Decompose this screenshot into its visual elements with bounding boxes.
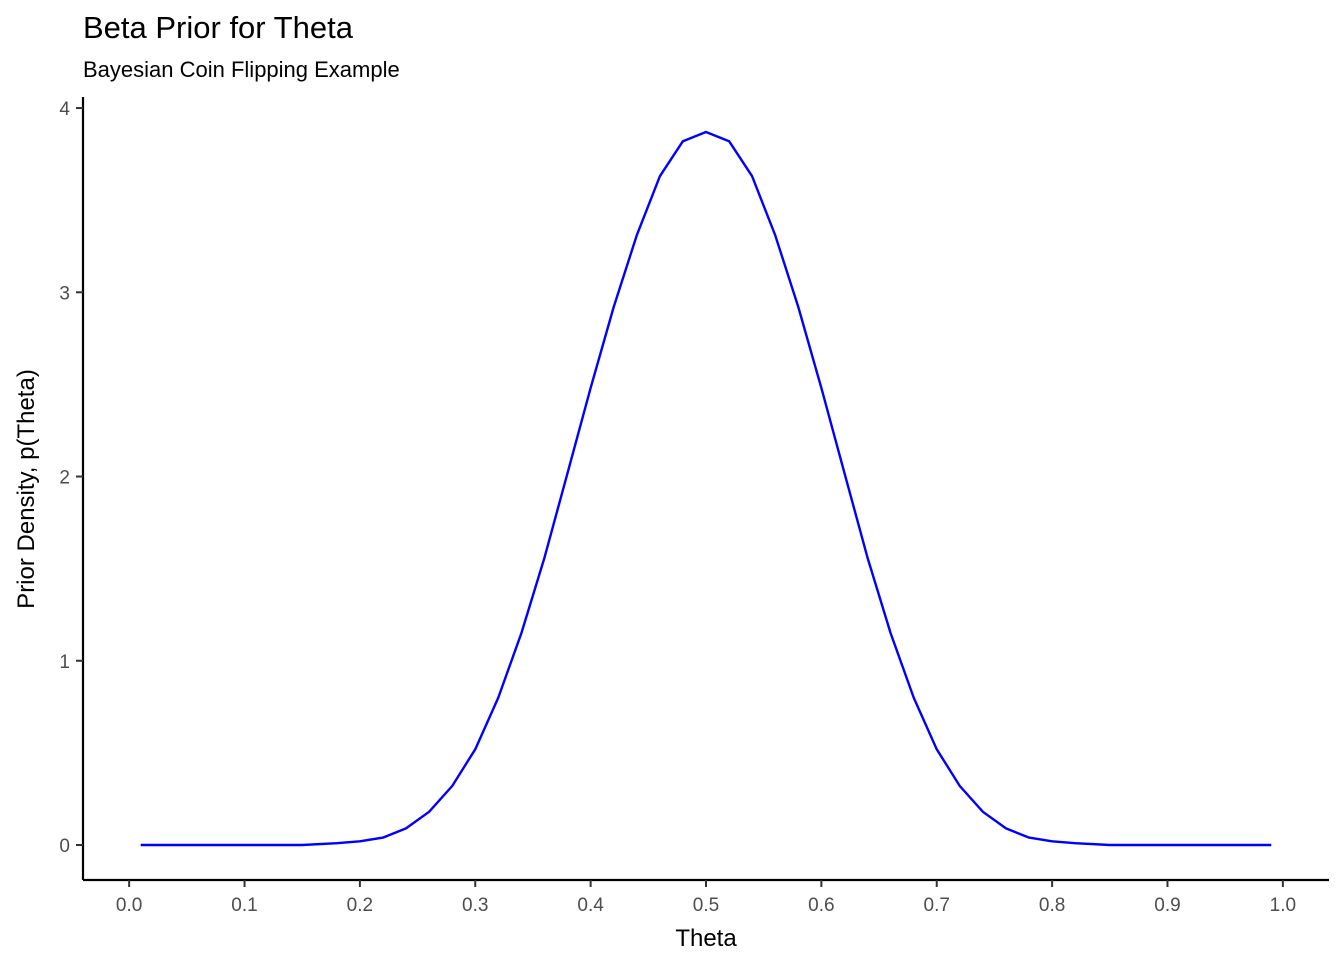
y-axis-ticks: 0 1 2 3 4: [59, 99, 83, 857]
y-tick-label: 1: [59, 652, 70, 673]
y-tick-label: 4: [59, 99, 70, 120]
x-tick-label: 0.9: [1154, 895, 1180, 916]
x-tick-label: 0.4: [577, 895, 604, 916]
chart-subtitle: Bayesian Coin Flipping Example: [83, 57, 400, 82]
x-tick-label: 0.6: [808, 895, 834, 916]
y-tick-label: 2: [59, 468, 70, 489]
y-tick-label: 3: [59, 283, 70, 304]
x-axis-title: Theta: [675, 925, 737, 952]
x-axis-ticks: 0.0 0.1 0.2 0.3 0.4 0.5 0.6 0.7 0.8 0.9 1.0: [116, 880, 1296, 916]
x-tick-label: 0.8: [1039, 895, 1065, 916]
x-tick-label: 0.2: [347, 895, 373, 916]
x-tick-label: 0.1: [231, 895, 257, 916]
y-axis-title: Prior Density, p(Theta): [13, 369, 40, 609]
y-tick-label: 0: [59, 836, 70, 857]
x-tick-label: 0.3: [462, 895, 488, 916]
x-tick-label: 0.7: [924, 895, 950, 916]
chart-title: Beta Prior for Theta: [83, 10, 354, 45]
x-tick-label: 0.5: [693, 895, 719, 916]
x-tick-label: 0.0: [116, 895, 142, 916]
x-tick-label: 1.0: [1270, 895, 1296, 916]
plot-area: [140, 130, 1272, 847]
density-curve: [140, 130, 1272, 847]
